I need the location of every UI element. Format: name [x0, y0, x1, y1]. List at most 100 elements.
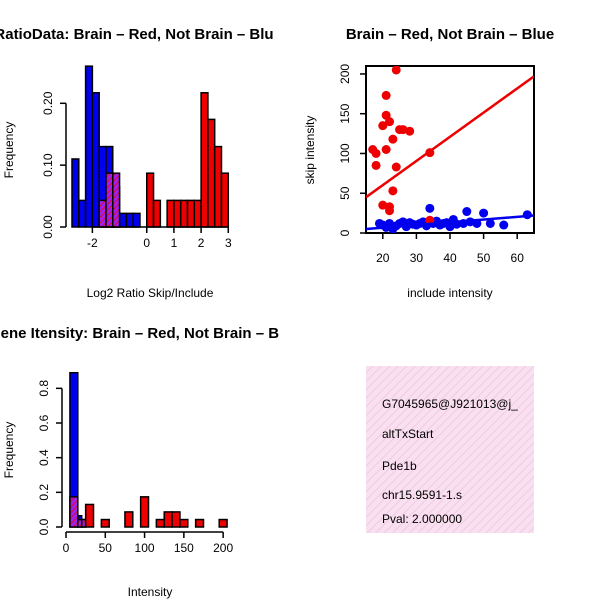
info-pval: Pval: 2.000000 [382, 512, 462, 526]
info-probe-id: G7045965@J921013@j_ [382, 397, 518, 411]
intensity-histogram-axes: 0 50 100 150 200 0.0 0.2 0.4 0.6 0.8 [37, 380, 233, 555]
ratio-red-bar-4 [152, 199, 162, 228]
ratio-overlap-bar-1 [105, 172, 114, 228]
ratio-blue-bar-7 [118, 212, 128, 228]
intensity-x-tick-label-4: 200 [213, 541, 233, 555]
ratio-blue-bar-9 [132, 212, 141, 228]
scatter-point-brain-1 [371, 148, 381, 158]
ratio-red-bar-5 [166, 199, 175, 228]
intensity-y-tick-label-0: 0.0 [37, 518, 51, 535]
ratio-red-bar-7 [179, 199, 189, 228]
ratio-red-bar-10 [200, 92, 209, 228]
intensity-red-bar-3 [84, 503, 95, 528]
intensity-histogram-xlabel: Intensity [128, 585, 173, 599]
info-panel: G7045965@J921013@j_ altTxStart Pde1b chr… [366, 366, 534, 533]
scatter-point-brain-14 [391, 162, 401, 172]
ratio-red-bar-8 [186, 199, 196, 228]
intensity-red-bar-8 [163, 511, 173, 528]
scatter-fit-line-not_brain [366, 214, 534, 231]
scatter-point-not_brain-28 [479, 208, 489, 218]
intensity-x-tick-label-3: 150 [174, 541, 194, 555]
scatter-point-brain-17 [405, 126, 415, 136]
ratio-overlap-bar-0 [98, 199, 107, 228]
intensity-histogram-bars [69, 371, 228, 528]
ratio-red-bar-9 [193, 199, 202, 228]
scatter-title: Brain – Red, Not Brain – Blue [346, 26, 554, 43]
ratio-blue-bar-3 [91, 92, 100, 228]
scatter-y-tick-label-3: 150 [338, 103, 352, 123]
scatter-x-tick-label-2: 40 [443, 251, 457, 265]
intensity-overlap-bar-0 [69, 496, 79, 528]
ratio-x-tick-label-3: 2 [198, 236, 205, 250]
ratio-red-bar-6 [173, 199, 182, 228]
ratio-red-bar-13 [220, 172, 230, 228]
scatter-x-tick-label-4: 60 [511, 251, 525, 265]
scatter-point-brain-2 [371, 160, 381, 170]
ratio-histogram-xlabel: Log2 Ratio Skip/Include [87, 286, 214, 300]
scatter-point-brain-7 [381, 145, 391, 154]
scatter-point-not_brain-15 [425, 203, 435, 213]
intensity-histogram-title: Gene Itensity: Brain – Red, Not Brain – … [0, 325, 279, 342]
ratio-overlap-bar-2 [112, 172, 121, 228]
scatter-point-brain-5 [381, 90, 391, 100]
ratio-x-tick-label-4: 3 [225, 236, 232, 250]
ratio-red-bar-12 [213, 145, 223, 228]
scatter-marks [366, 66, 534, 233]
scatter-point-brain-16 [398, 125, 408, 135]
ratio-x-tick-label-0: -2 [87, 236, 98, 250]
intensity-red-bar-9 [171, 511, 181, 528]
ratio-y-tick-label-0: 0.00 [41, 215, 55, 239]
scatter-x-tick-label-3: 50 [477, 251, 491, 265]
ratio-histogram-ylabel: Frequency [2, 122, 16, 179]
intensity-y-tick-label-3: 0.6 [37, 414, 51, 431]
scatter-ylabel: skip intensity [303, 116, 317, 185]
intensity-red-bar-7 [155, 518, 165, 528]
intensity-y-tick-label-4: 0.8 [37, 380, 51, 397]
ratio-red-bar-3 [145, 172, 155, 228]
scatter-x-tick-label-0: 20 [376, 251, 390, 265]
ratio-y-tick-label-2: 0.20 [41, 91, 55, 115]
scatter-point-not_brain-25 [462, 207, 472, 217]
ratio-blue-bar-2 [84, 65, 94, 228]
info-location: chr15.9591-1.s [382, 488, 462, 502]
intensity-x-tick-label-2: 100 [135, 541, 155, 555]
info-box-background [366, 366, 534, 533]
intensity-histogram-ylabel: Frequency [2, 422, 16, 479]
scatter-point-brain-9 [385, 206, 395, 216]
scatter-y-tick-label-2: 100 [338, 143, 352, 163]
ratio-histogram-axes: -2 0 1 2 3 0.00 0.10 0.20 [41, 91, 232, 250]
ratio-blue-bar-1 [78, 199, 87, 228]
scatter-y-tick-label-0: 0 [338, 229, 352, 236]
scatter-point-brain-11 [388, 134, 398, 144]
ratio-blue-bar-0 [71, 158, 80, 228]
scatter-point-not_brain-29 [485, 218, 495, 228]
scatter-point-brain-3 [378, 121, 388, 131]
intensity-y-tick-label-1: 0.2 [37, 484, 51, 501]
ratio-histogram-panel: RatioData: Brain – Red, Not Brain – Blu … [0, 26, 274, 300]
intensity-red-bar-12 [218, 518, 228, 528]
scatter-panel: Brain – Red, Not Brain – Blue 20 30 40 50 60… [303, 26, 554, 300]
intensity-y-tick-label-2: 0.4 [37, 449, 51, 466]
ratio-blue-bar-8 [125, 212, 134, 228]
scatter-y-tick-label-4: 200 [338, 64, 352, 84]
scatter-point-brain-10 [385, 117, 395, 127]
scatter-point-brain-4 [378, 200, 388, 210]
ratio-x-tick-label-2: 1 [171, 236, 178, 250]
scatter-fit-line-brain [366, 75, 534, 199]
intensity-x-tick-label-0: 0 [63, 541, 70, 555]
ratio-y-tick-label-1: 0.10 [41, 153, 55, 177]
ratio-red-bar-11 [207, 118, 216, 228]
scatter-y-tick-label-1: 50 [338, 186, 352, 200]
scatter-x-tick-label-1: 30 [410, 251, 424, 265]
intensity-histogram-panel: Gene Itensity: Brain – Red, Not Brain – … [0, 325, 279, 599]
info-event-type: altTxStart [382, 427, 434, 441]
ratio-x-tick-label-1: 0 [143, 236, 150, 250]
intensity-red-bar-6 [139, 496, 150, 528]
ratio-histogram-bars [71, 65, 230, 228]
intensity-x-tick-label-1: 50 [99, 541, 113, 555]
scatter-point-not_brain-30 [499, 220, 509, 230]
scatter-point-brain-13 [391, 66, 401, 75]
info-gene-name: Pde1b [382, 459, 417, 473]
intensity-red-bar-5 [124, 511, 134, 528]
